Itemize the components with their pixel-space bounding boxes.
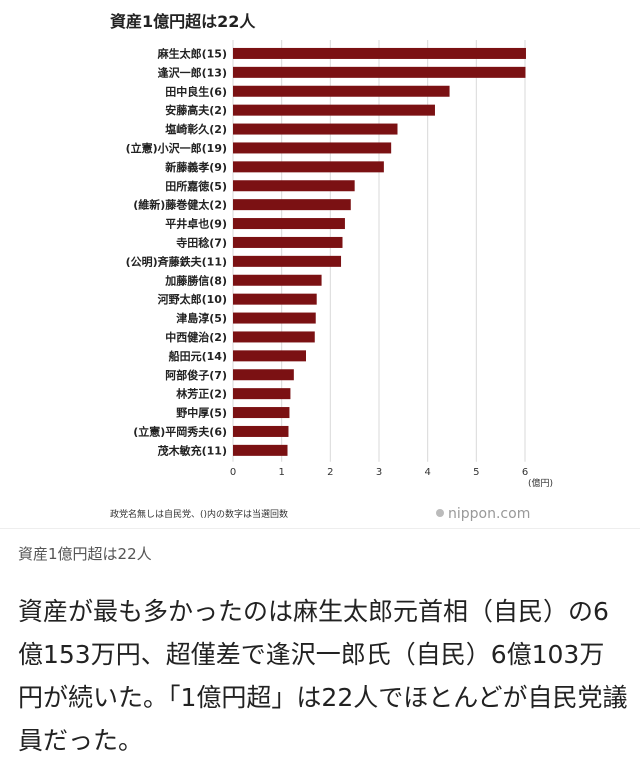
category-label: 寺田稔(7) xyxy=(176,235,227,249)
bar xyxy=(233,274,322,286)
category-label: 新藤義孝(9) xyxy=(165,160,227,174)
category-label: (立憲)平岡秀夫(6) xyxy=(133,424,227,438)
x-tick-label: 0 xyxy=(230,467,236,478)
category-labels: 麻生太郎(15) 逢沢一郎(13) 田中良生(6) 安藤高夫(2) 塩崎彰久(2) (立憲… xyxy=(126,46,227,457)
category-label: 田中良生(6) xyxy=(165,84,227,98)
chart-note: 政党名無しは自民党、()内の数字は当選回数 xyxy=(110,508,288,520)
bar xyxy=(233,180,355,192)
category-label: 逢沢一郎(13) xyxy=(158,65,227,79)
category-label: 野中厚(5) xyxy=(176,406,227,420)
category-label: 加藤勝信(8) xyxy=(164,273,227,287)
category-label: (公明)斉藤鉄夫(11) xyxy=(126,254,227,268)
bar xyxy=(233,142,392,154)
chart: 資産1億円超は22人 麻生太郎(15) 逢沢一郎(13) 田中良生(6) 安藤高夫(2… xyxy=(110,12,553,522)
source-logo-icon xyxy=(436,509,444,517)
divider xyxy=(0,528,640,529)
bar xyxy=(233,218,345,230)
category-label: 林芳正(2) xyxy=(176,387,227,401)
x-tick-label: 6 xyxy=(522,467,528,478)
bar xyxy=(233,444,288,456)
bar xyxy=(233,66,526,78)
chart-source: nippon.com xyxy=(448,506,530,522)
category-label: 塩崎彰久(2) xyxy=(165,122,227,136)
x-tick-label: 2 xyxy=(327,467,333,478)
chart-title: 資産1億円超は22人 xyxy=(110,12,256,31)
category-label: 津島淳(5) xyxy=(176,311,227,325)
category-label: 茂木敏充(11) xyxy=(158,443,227,457)
bar xyxy=(233,331,315,343)
bar xyxy=(233,388,291,400)
bar xyxy=(233,407,290,419)
bar xyxy=(233,255,342,267)
bar xyxy=(233,350,306,362)
bar xyxy=(233,161,384,173)
bar xyxy=(233,293,317,305)
bar xyxy=(233,369,294,381)
x-tick-label: 5 xyxy=(473,467,479,478)
category-label: (維新)藤巻健太(2) xyxy=(133,198,227,212)
category-label: 河野太郎(10) xyxy=(158,292,227,306)
category-label: 安藤高夫(2) xyxy=(165,103,227,117)
x-unit-label: (億円) xyxy=(528,477,553,489)
bar xyxy=(233,236,343,248)
category-label: 中西健治(2) xyxy=(165,330,227,344)
category-label: 麻生太郎(15) xyxy=(157,46,227,60)
bars xyxy=(233,47,526,456)
x-tick-label: 4 xyxy=(424,467,430,478)
category-label: 田所嘉徳(5) xyxy=(165,179,227,193)
x-tick-labels: 0 1 2 3 4 5 6 xyxy=(230,467,528,478)
bar xyxy=(233,199,351,211)
category-label: 阿部俊子(7) xyxy=(165,368,227,382)
bar xyxy=(233,312,316,324)
bar xyxy=(233,85,450,97)
category-label: 平井卓也(9) xyxy=(165,217,227,231)
image-caption: 資産1億円超は22人 xyxy=(18,545,152,563)
x-tick-label: 3 xyxy=(376,467,382,478)
category-label: (立憲)小沢一郎(19) xyxy=(126,141,227,155)
x-tick-label: 1 xyxy=(278,467,284,478)
article-text: 資産が最も多かったのは麻生太郎元首相（自民）の6億153万円、超僅差で逢沢一郎氏… xyxy=(18,597,628,755)
category-label: 船田元(14) xyxy=(169,349,227,363)
bar xyxy=(233,104,435,116)
bar xyxy=(233,123,398,135)
bar xyxy=(233,47,526,59)
bar xyxy=(233,425,289,437)
